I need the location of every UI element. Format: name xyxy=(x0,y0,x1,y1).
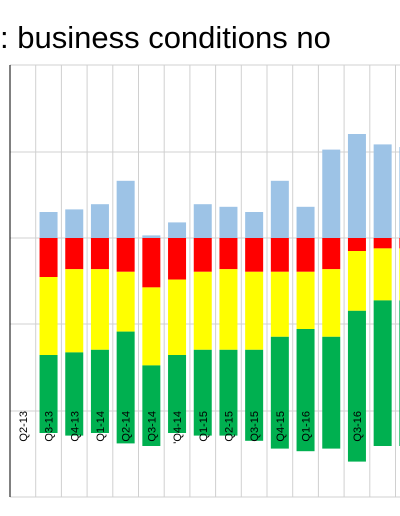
bar-segment-blue xyxy=(322,149,341,238)
bar-segment-yellow xyxy=(322,269,341,337)
bar-segment-green xyxy=(322,336,341,449)
bar-segment-blue xyxy=(296,206,315,238)
bar-segment-yellow xyxy=(296,271,315,329)
chart-title: : business conditions no xyxy=(0,20,331,55)
bar-segment-red xyxy=(373,238,392,249)
bar-segment-red xyxy=(142,238,161,288)
bar-segment-yellow xyxy=(347,251,366,311)
bar-segment-red xyxy=(270,238,289,272)
x-tick-label: Q4-13 xyxy=(69,411,81,442)
x-tick-label: Q1-14 xyxy=(95,411,107,442)
bar-segment-yellow xyxy=(270,271,289,337)
x-tick-label: Q3-14 xyxy=(146,411,158,442)
bar-segment-blue xyxy=(90,204,109,238)
bar-segment-red xyxy=(219,238,238,270)
x-tick-label: Q3-16 xyxy=(352,411,364,442)
bar-segment-blue xyxy=(116,180,135,238)
bar-segment-red xyxy=(90,238,109,270)
bar-segment-yellow xyxy=(65,269,84,353)
bar-segment-yellow xyxy=(219,269,238,350)
x-tick-label: Q2-14 xyxy=(121,411,133,442)
bar-segment-green xyxy=(39,355,58,433)
bar-segment-green xyxy=(347,310,366,462)
bar-segment-green xyxy=(65,352,84,436)
bar-segment-red xyxy=(116,238,135,272)
bar-segment-red xyxy=(168,238,187,280)
bar-segment-green xyxy=(219,349,238,436)
bar-segment-blue xyxy=(65,209,84,238)
bar-segment-blue xyxy=(219,206,238,238)
bar-segment-yellow xyxy=(373,248,392,301)
bar-segment-green xyxy=(193,349,212,436)
bar-segment-green xyxy=(142,365,161,446)
bar-segment-blue xyxy=(168,222,187,238)
bar-segment-blue xyxy=(142,235,161,238)
bar-segment-yellow xyxy=(142,287,161,366)
bar-segment-green xyxy=(373,300,392,446)
bar-segment-blue xyxy=(245,212,264,238)
x-tick-label: Q3-15 xyxy=(249,411,261,442)
x-tick-label: Q2-13 xyxy=(18,411,30,442)
x-tick-label: 'Q4-14 xyxy=(172,411,184,444)
bars xyxy=(39,134,400,462)
bar-segment-yellow xyxy=(193,271,212,350)
bar-segment-green xyxy=(90,349,109,433)
bar-segment-blue xyxy=(193,204,212,238)
x-tick-label: Q3-13 xyxy=(44,411,56,442)
bar-segment-yellow xyxy=(90,269,109,350)
bar-segment-blue xyxy=(347,134,366,238)
bar-segment-green xyxy=(296,329,315,452)
bar-segment-red xyxy=(322,238,341,270)
bar-segment-red xyxy=(65,238,84,270)
bar-segment-green xyxy=(270,336,289,449)
bar-segment-blue xyxy=(39,212,58,238)
x-tick-labels: Q2-13 Q3-13 Q4-13 Q1-14 Q2-14 Q3-14 'Q4-14 Q1-1… xyxy=(18,411,364,444)
bar-segment-red xyxy=(193,238,212,272)
bar-segment-blue xyxy=(270,180,289,238)
x-tick-label: Q2-15 xyxy=(223,411,235,442)
bar-segment-green xyxy=(168,355,187,433)
bar-segment-green xyxy=(116,331,135,444)
x-tick-label: Q1-15 xyxy=(198,411,210,442)
bar-segment-blue xyxy=(373,144,392,238)
bar-segment-red xyxy=(39,238,58,277)
bar-segment-yellow xyxy=(116,271,135,332)
bar-segment-red xyxy=(347,238,366,251)
bar-segment-yellow xyxy=(39,277,58,355)
bar-segment-red xyxy=(296,238,315,272)
x-tick-label: Q4-15 xyxy=(275,411,287,442)
bar-segment-red xyxy=(245,238,264,272)
bar-segment-green xyxy=(245,349,264,441)
x-tick-label: Q1-16 xyxy=(301,411,313,442)
bar-segment-yellow xyxy=(168,279,187,355)
bar-segment-yellow xyxy=(245,271,264,350)
